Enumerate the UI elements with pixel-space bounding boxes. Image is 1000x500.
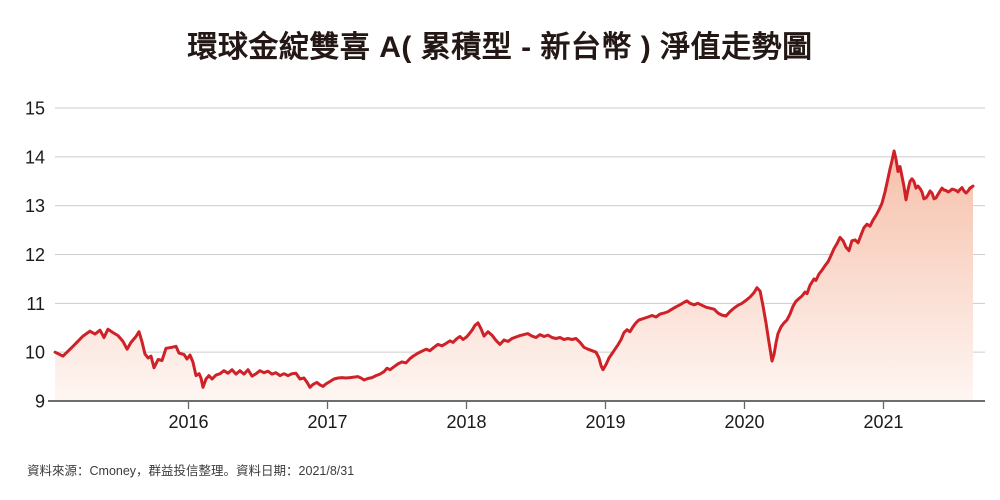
- axes-and-labels: 9 10 11 12 13 14 15 2016 2017 2018 2019 2020 2021: [25, 99, 985, 432]
- x-axis-tick-label: 2021: [863, 412, 903, 432]
- x-axis-tick-label: 2016: [168, 412, 208, 432]
- y-axis-tick-label: 12: [25, 245, 45, 265]
- y-axis-tick-label: 11: [26, 294, 45, 314]
- x-axis-tick-label: 2019: [585, 412, 625, 432]
- y-axis-tick-label: 13: [25, 196, 45, 216]
- nav-line: [53, 149, 975, 389]
- y-axis-tick-label: 15: [25, 99, 45, 119]
- x-axis-tick-label: 2017: [307, 412, 347, 432]
- x-axis-tick-label: 2018: [446, 412, 486, 432]
- y-axis-tick-label: 14: [25, 147, 45, 167]
- x-axis-tick-label: 2020: [724, 412, 764, 432]
- area-and-line: [53, 149, 975, 401]
- y-axis-tick-label: 10: [25, 343, 45, 363]
- nav-area-fill: [55, 151, 974, 401]
- y-axis-tick-label: 9: [35, 392, 45, 412]
- chart-title: 環球金綻雙喜 A( 累積型 - 新台幣 ) 淨值走勢圖: [187, 31, 813, 64]
- y-gridlines: [55, 107, 985, 353]
- source-footnote: 資料來源：Cmoney，群益投信整理。資料日期：2021/8/31: [27, 464, 355, 478]
